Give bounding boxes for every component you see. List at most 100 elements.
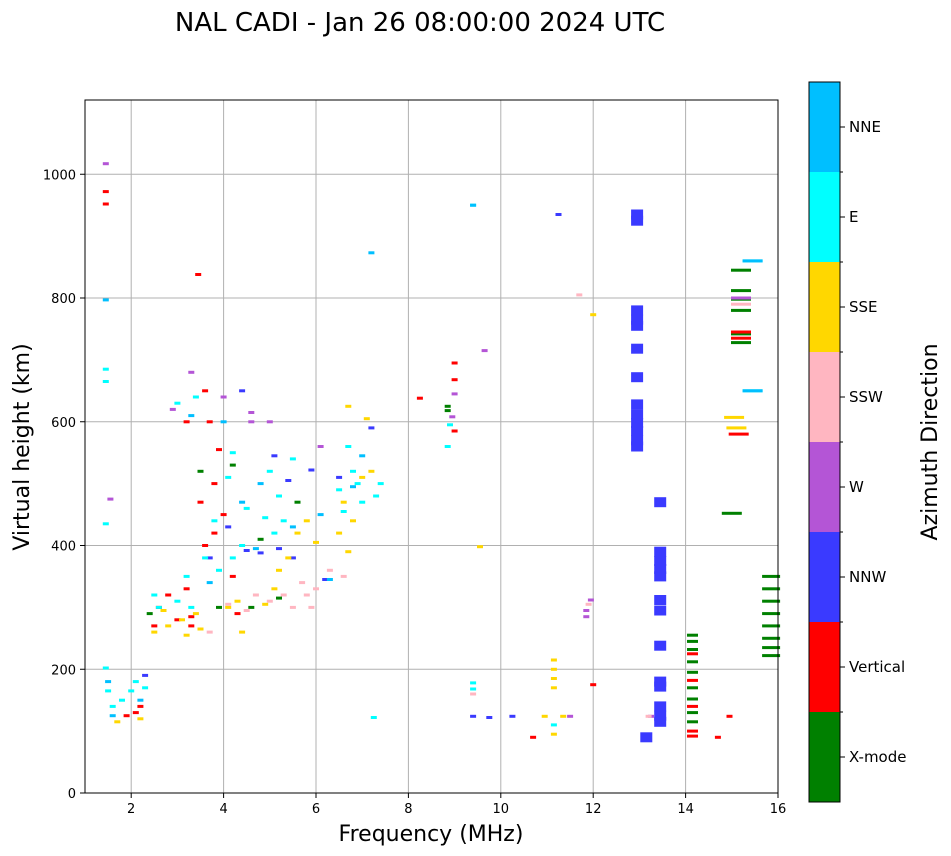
data-point <box>317 445 324 448</box>
data-point <box>451 429 458 433</box>
x-tick-label: 4 <box>219 802 227 817</box>
data-point <box>451 361 458 365</box>
data-point <box>590 683 597 687</box>
data-point <box>165 624 172 628</box>
data-point <box>248 605 255 609</box>
data-point <box>583 609 590 612</box>
data-point <box>234 612 241 616</box>
data-point <box>229 556 236 560</box>
data-point <box>654 497 667 508</box>
data-point <box>731 289 751 293</box>
data-point <box>416 396 423 400</box>
data-point <box>654 640 667 651</box>
data-point <box>550 677 557 680</box>
colorbar-tick-label: SSE <box>849 298 878 316</box>
data-point <box>654 546 667 557</box>
data-point <box>550 723 557 727</box>
data-point <box>289 525 296 529</box>
data-point <box>195 273 202 276</box>
data-point <box>137 698 144 702</box>
data-point <box>294 531 301 535</box>
data-point <box>102 162 109 166</box>
x-tick-label: 10 <box>493 802 510 817</box>
data-point <box>239 630 246 634</box>
data-point <box>340 510 347 513</box>
data-point <box>102 522 109 526</box>
data-point <box>289 457 296 461</box>
data-point <box>146 612 153 616</box>
data-point <box>550 658 557 662</box>
data-point <box>160 609 167 612</box>
data-point <box>188 414 195 418</box>
data-point <box>289 605 296 609</box>
data-point <box>721 511 742 515</box>
y-tick-label: 1000 <box>43 168 76 183</box>
data-point <box>654 710 667 721</box>
data-point <box>354 482 361 486</box>
data-point <box>303 593 310 597</box>
data-point <box>687 652 698 656</box>
data-point <box>188 370 195 374</box>
data-point <box>550 686 557 690</box>
data-point <box>731 268 751 272</box>
colorbar-tick-label: Vertical <box>849 658 905 676</box>
y-tick-label: 0 <box>68 787 76 802</box>
data-point <box>206 420 213 424</box>
data-point <box>631 418 644 428</box>
data-point <box>142 673 149 677</box>
data-point <box>308 605 315 609</box>
y-tick-label: 200 <box>51 663 76 678</box>
data-point <box>486 716 493 719</box>
data-point <box>102 367 109 371</box>
x-axis-label: Frequency (MHz) <box>339 822 524 847</box>
data-point <box>188 624 195 628</box>
data-point <box>174 401 181 405</box>
data-point <box>363 417 370 421</box>
data-point <box>211 482 218 486</box>
data-point <box>192 395 199 399</box>
series-w <box>102 162 751 718</box>
data-point <box>447 423 453 427</box>
data-point <box>368 469 375 473</box>
data-point <box>239 500 246 504</box>
data-point <box>202 556 209 560</box>
data-point <box>119 698 125 702</box>
data-point <box>151 593 158 597</box>
chart-title: NAL CADI - Jan 26 08:00:00 2024 UTC <box>175 8 665 38</box>
data-point <box>285 556 292 560</box>
data-point <box>640 732 653 743</box>
data-point <box>202 389 209 393</box>
data-point <box>350 469 356 473</box>
data-point <box>262 516 269 520</box>
data-point <box>345 445 352 448</box>
data-point <box>726 426 747 430</box>
data-point <box>109 714 116 718</box>
data-point <box>742 389 763 393</box>
data-point <box>276 494 282 498</box>
data-point <box>266 599 273 603</box>
series-nnw <box>142 209 667 743</box>
data-point <box>123 714 130 718</box>
data-point <box>359 454 366 458</box>
data-point <box>731 302 751 306</box>
data-point <box>687 697 698 701</box>
data-point <box>276 596 282 600</box>
data-point <box>197 500 204 504</box>
data-point <box>687 729 698 733</box>
data-point <box>687 678 698 682</box>
data-point <box>742 259 763 263</box>
y-axis-label: Virtual height (km) <box>10 343 35 550</box>
data-point <box>105 680 112 684</box>
data-point <box>234 599 241 603</box>
data-point <box>654 716 667 727</box>
data-point <box>368 426 375 430</box>
data-point <box>373 494 380 498</box>
data-point <box>731 308 751 312</box>
data-point <box>308 468 315 472</box>
data-point <box>631 343 644 354</box>
data-point <box>266 469 273 473</box>
data-point <box>243 609 250 612</box>
colorbar-label: Azimuth Direction <box>918 343 943 540</box>
data-point <box>350 485 356 489</box>
data-point <box>313 540 319 544</box>
